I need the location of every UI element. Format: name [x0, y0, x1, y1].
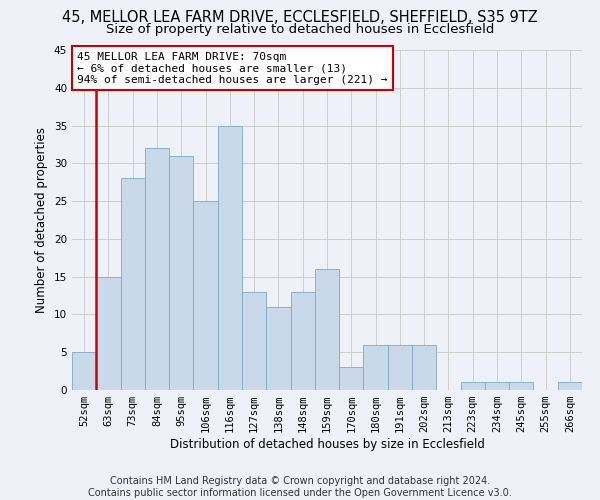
Bar [169, 156, 193, 390]
Bar [266, 307, 290, 390]
Bar [145, 148, 169, 390]
Bar [485, 382, 509, 390]
Bar [388, 344, 412, 390]
Text: Size of property relative to detached houses in Ecclesfield: Size of property relative to detached ho… [106, 22, 494, 36]
Text: 45, MELLOR LEA FARM DRIVE, ECCLESFIELD, SHEFFIELD, S35 9TZ: 45, MELLOR LEA FARM DRIVE, ECCLESFIELD, … [62, 10, 538, 25]
Bar [72, 352, 96, 390]
X-axis label: Distribution of detached houses by size in Ecclesfield: Distribution of detached houses by size … [170, 438, 484, 451]
Bar [364, 344, 388, 390]
Bar [218, 126, 242, 390]
Text: 45 MELLOR LEA FARM DRIVE: 70sqm
← 6% of detached houses are smaller (13)
94% of : 45 MELLOR LEA FARM DRIVE: 70sqm ← 6% of … [77, 52, 388, 85]
Bar [558, 382, 582, 390]
Bar [315, 269, 339, 390]
Bar [242, 292, 266, 390]
Bar [339, 368, 364, 390]
Bar [193, 201, 218, 390]
Text: Contains HM Land Registry data © Crown copyright and database right 2024.
Contai: Contains HM Land Registry data © Crown c… [88, 476, 512, 498]
Bar [412, 344, 436, 390]
Y-axis label: Number of detached properties: Number of detached properties [35, 127, 49, 313]
Bar [290, 292, 315, 390]
Bar [461, 382, 485, 390]
Bar [96, 276, 121, 390]
Bar [509, 382, 533, 390]
Bar [121, 178, 145, 390]
